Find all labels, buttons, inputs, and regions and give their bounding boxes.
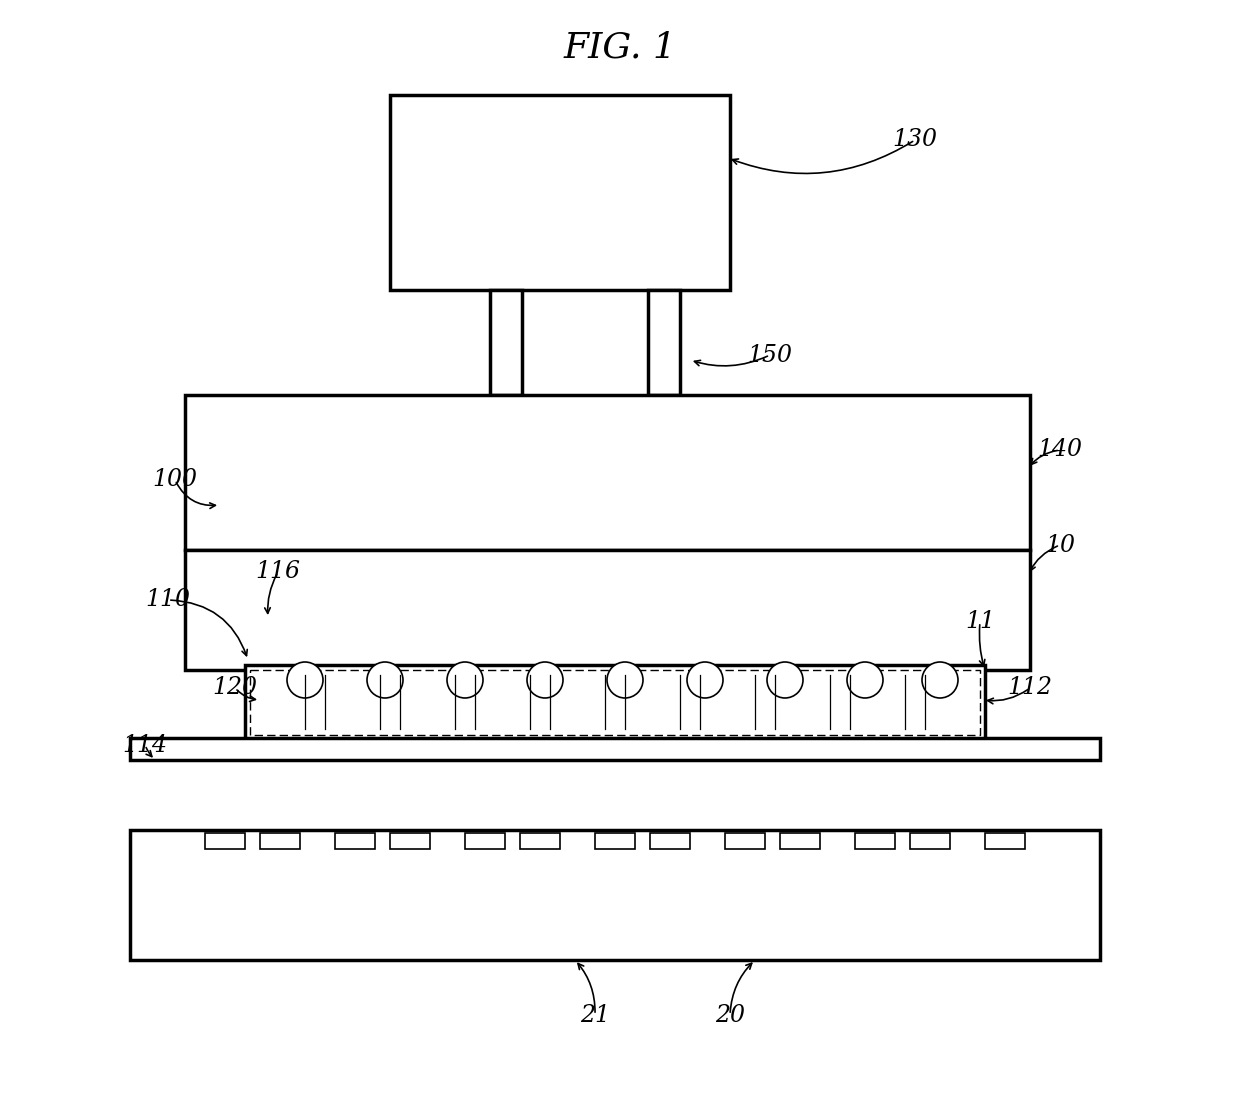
Text: 11: 11 xyxy=(965,611,994,633)
Circle shape xyxy=(687,662,723,698)
Bar xyxy=(650,833,689,849)
Text: 116: 116 xyxy=(255,561,300,583)
Circle shape xyxy=(367,662,403,698)
Circle shape xyxy=(608,662,644,698)
Text: 100: 100 xyxy=(153,469,197,491)
Text: 130: 130 xyxy=(893,129,937,151)
Bar xyxy=(985,833,1025,849)
Bar xyxy=(130,830,1100,960)
Text: FIG. 1: FIG. 1 xyxy=(563,31,677,65)
Bar xyxy=(490,290,522,395)
Circle shape xyxy=(446,662,484,698)
Bar xyxy=(250,670,980,735)
Text: 112: 112 xyxy=(1007,677,1053,699)
Circle shape xyxy=(768,662,804,698)
Text: 21: 21 xyxy=(580,1004,610,1026)
Bar xyxy=(205,833,246,849)
Bar xyxy=(520,833,560,849)
Bar xyxy=(465,833,505,849)
Bar xyxy=(246,665,985,740)
Bar xyxy=(780,833,820,849)
Text: 10: 10 xyxy=(1045,534,1075,556)
Text: 120: 120 xyxy=(212,677,258,699)
Bar xyxy=(910,833,950,849)
Text: 140: 140 xyxy=(1038,439,1083,461)
Bar xyxy=(649,290,680,395)
Text: 150: 150 xyxy=(748,344,792,367)
Circle shape xyxy=(286,662,322,698)
Bar xyxy=(130,739,1100,760)
Circle shape xyxy=(527,662,563,698)
Circle shape xyxy=(847,662,883,698)
Bar xyxy=(391,833,430,849)
Bar xyxy=(260,833,300,849)
Text: 20: 20 xyxy=(715,1004,745,1026)
Bar xyxy=(335,833,374,849)
Text: 110: 110 xyxy=(145,589,191,611)
Bar xyxy=(595,833,635,849)
Bar xyxy=(391,95,730,290)
Bar xyxy=(856,833,895,849)
Bar xyxy=(185,551,1030,670)
Text: 114: 114 xyxy=(123,733,167,756)
Bar xyxy=(185,395,1030,551)
Bar xyxy=(725,833,765,849)
Circle shape xyxy=(923,662,959,698)
